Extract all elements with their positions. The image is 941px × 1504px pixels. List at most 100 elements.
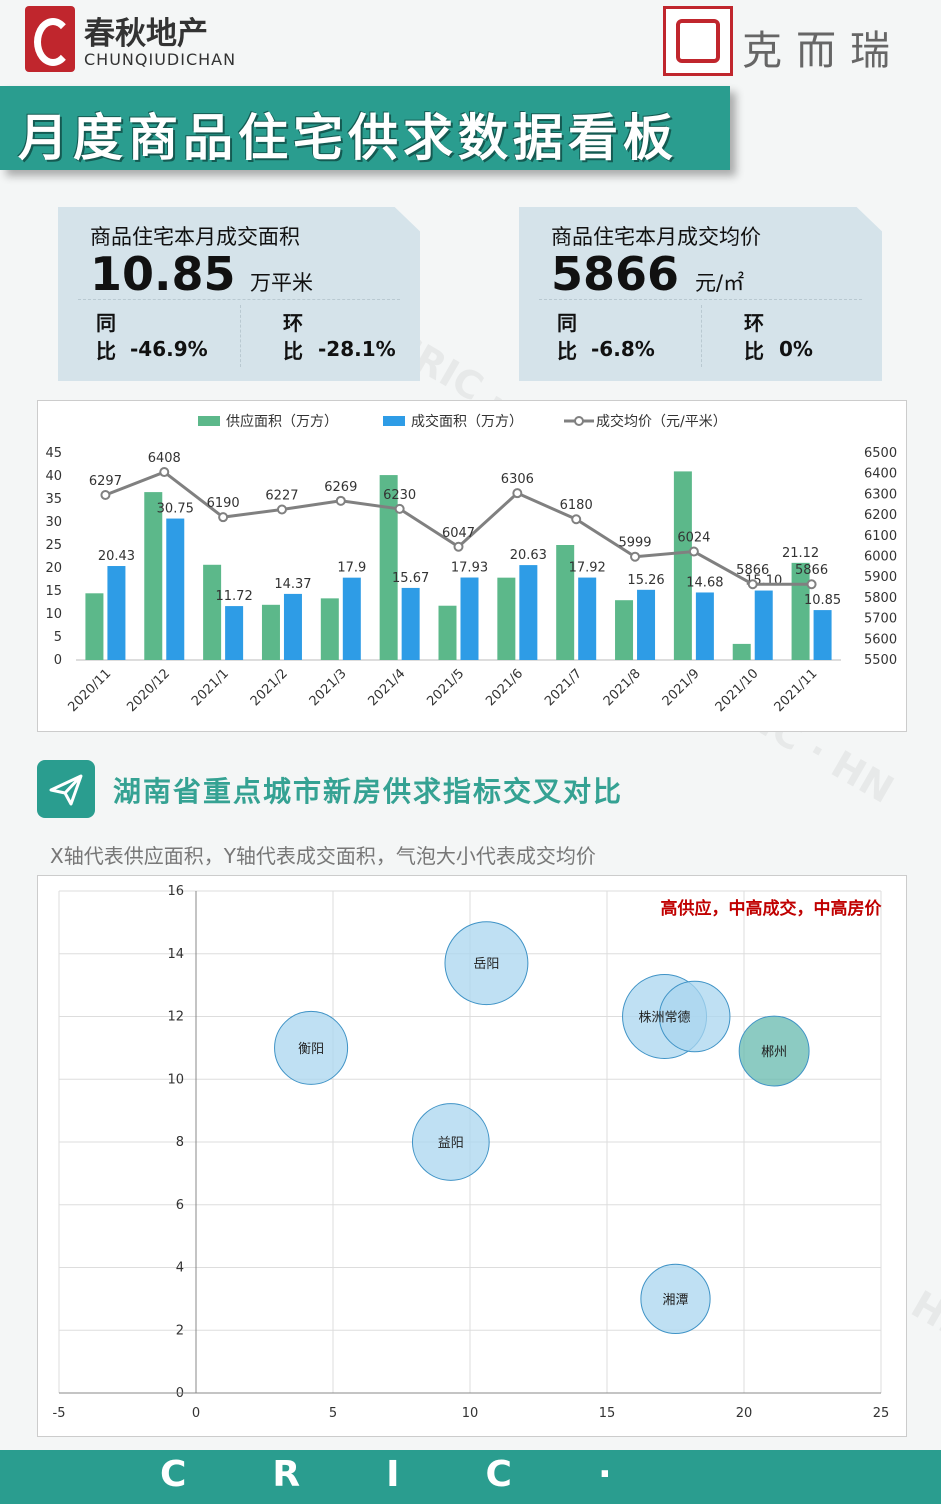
x-tick-label: 2020/12	[124, 666, 173, 715]
data-label: 11.72	[216, 589, 253, 604]
data-label: 20.43	[98, 549, 135, 564]
y-tick-label: 6	[176, 1198, 184, 1213]
data-label: 20.63	[510, 548, 547, 563]
y-tick-label: 10	[167, 1072, 184, 1087]
data-label: 15.26	[627, 573, 664, 588]
line-point	[276, 504, 287, 515]
x-tick-label: 0	[192, 1406, 200, 1421]
data-label: 14.37	[274, 577, 311, 592]
line-point	[218, 512, 229, 523]
y2-tick-label: 5900	[864, 570, 897, 585]
line-point	[100, 490, 111, 501]
x-tick-label: 2021/8	[601, 666, 644, 709]
brand-logo	[25, 6, 75, 72]
x-tick-label: 2021/1	[189, 666, 232, 709]
x-tick-label: 2021/5	[424, 666, 467, 709]
section-title: 湖南省重点城市新房供求指标交叉对比	[113, 775, 624, 808]
data-label: 5866	[795, 563, 828, 578]
bar	[379, 475, 398, 660]
bar	[615, 600, 634, 660]
y-tick-label: 10	[45, 607, 62, 622]
bar	[556, 545, 575, 660]
mom-value: -28.1%	[318, 337, 396, 361]
annotation: 高供应，中高成交，中高房价	[661, 898, 883, 919]
bar	[342, 577, 361, 660]
y-tick-label: 30	[45, 515, 62, 530]
line-point	[806, 579, 817, 590]
yoy-value: -46.9%	[130, 337, 208, 361]
bubble	[411, 1103, 490, 1181]
yoy-label: 同比	[557, 311, 577, 363]
card-unit: 元/㎡	[695, 271, 745, 295]
line-point	[159, 467, 170, 478]
brand-name: 春秋地产	[84, 16, 208, 52]
x-tick-label: 2021/4	[366, 666, 409, 709]
bubble-label: 郴州	[761, 1045, 787, 1060]
y-tick-label: 20	[45, 561, 62, 576]
line-point	[394, 503, 405, 514]
x-tick-label: 2021/7	[542, 666, 585, 709]
brand-latin: CHUNQIUDICHAN	[84, 50, 237, 69]
y-tick-label: 8	[176, 1135, 184, 1150]
footer-text: CRIC·	[160, 1454, 698, 1495]
y-tick-label: 45	[45, 446, 62, 461]
y2-tick-label: 5800	[864, 591, 897, 606]
bar	[497, 577, 516, 660]
data-label: 30.75	[157, 502, 194, 517]
mom-label: 环比	[283, 311, 303, 363]
bar	[578, 577, 597, 660]
kpi-card: 商品住宅本月成交面积 10.85 万平米 同比 -46.9% 环比 -28.1%	[58, 207, 420, 381]
data-label: 14.68	[686, 575, 723, 590]
card-value: 10.85	[90, 247, 236, 301]
bubble-chart: -5 0 5 10 15 20 250246810121416高供应，中高成交，中高房价衡阳…	[37, 875, 907, 1437]
bar	[261, 604, 280, 660]
bar	[460, 577, 479, 660]
footer: CRIC·	[0, 1450, 941, 1504]
y-tick-label: 2	[176, 1323, 184, 1338]
x-tick-label: 2021/2	[248, 666, 291, 709]
bar	[673, 471, 692, 660]
bar	[107, 566, 126, 660]
bubble-label: 湘潭	[662, 1293, 688, 1308]
x-tick-label: 20	[736, 1406, 753, 1421]
y2-tick-label: 5500	[864, 653, 897, 668]
bubble-label: 衡阳	[298, 1042, 324, 1057]
bar	[754, 590, 773, 660]
bubble	[640, 1263, 711, 1334]
x-tick-label: 25	[873, 1406, 890, 1421]
line-point	[747, 579, 758, 590]
bubble-label: 岳阳	[473, 957, 499, 972]
data-label: 6306	[501, 472, 534, 487]
card-unit: 万平米	[250, 271, 313, 295]
data-label: 6297	[89, 474, 122, 489]
data-label: 5999	[618, 536, 651, 551]
line-point	[453, 541, 464, 552]
bubble	[274, 1010, 349, 1085]
data-label: 21.12	[782, 546, 819, 561]
x-tick-label: 5	[329, 1406, 337, 1421]
legend-swatch	[198, 416, 220, 426]
y-tick-label: 15	[45, 584, 62, 599]
y-tick-label: 35	[45, 492, 62, 507]
bar	[519, 565, 538, 660]
y-tick-label: 4	[176, 1261, 184, 1276]
y2-tick-label: 6300	[864, 487, 897, 502]
bar	[203, 564, 222, 660]
bar	[732, 643, 751, 660]
data-label: 15.67	[392, 571, 429, 586]
data-label: 5866	[736, 563, 769, 578]
data-label: 6190	[207, 496, 240, 511]
bar	[813, 610, 832, 660]
y-tick-label: 14	[167, 947, 184, 962]
data-label: 17.92	[569, 561, 606, 576]
line-point	[630, 551, 641, 562]
legend-swatch	[574, 416, 584, 426]
x-tick-label: 2021/11	[772, 666, 821, 715]
y-tick-label: 25	[45, 538, 62, 553]
chart-subtitle: X轴代表供应面积，Y轴代表成交面积，气泡大小代表成交均价	[50, 844, 596, 868]
bar	[791, 562, 810, 660]
bar	[144, 492, 163, 660]
x-tick-label: -5	[53, 1406, 66, 1421]
bar	[401, 587, 420, 660]
yoy-label: 同比	[96, 311, 116, 363]
